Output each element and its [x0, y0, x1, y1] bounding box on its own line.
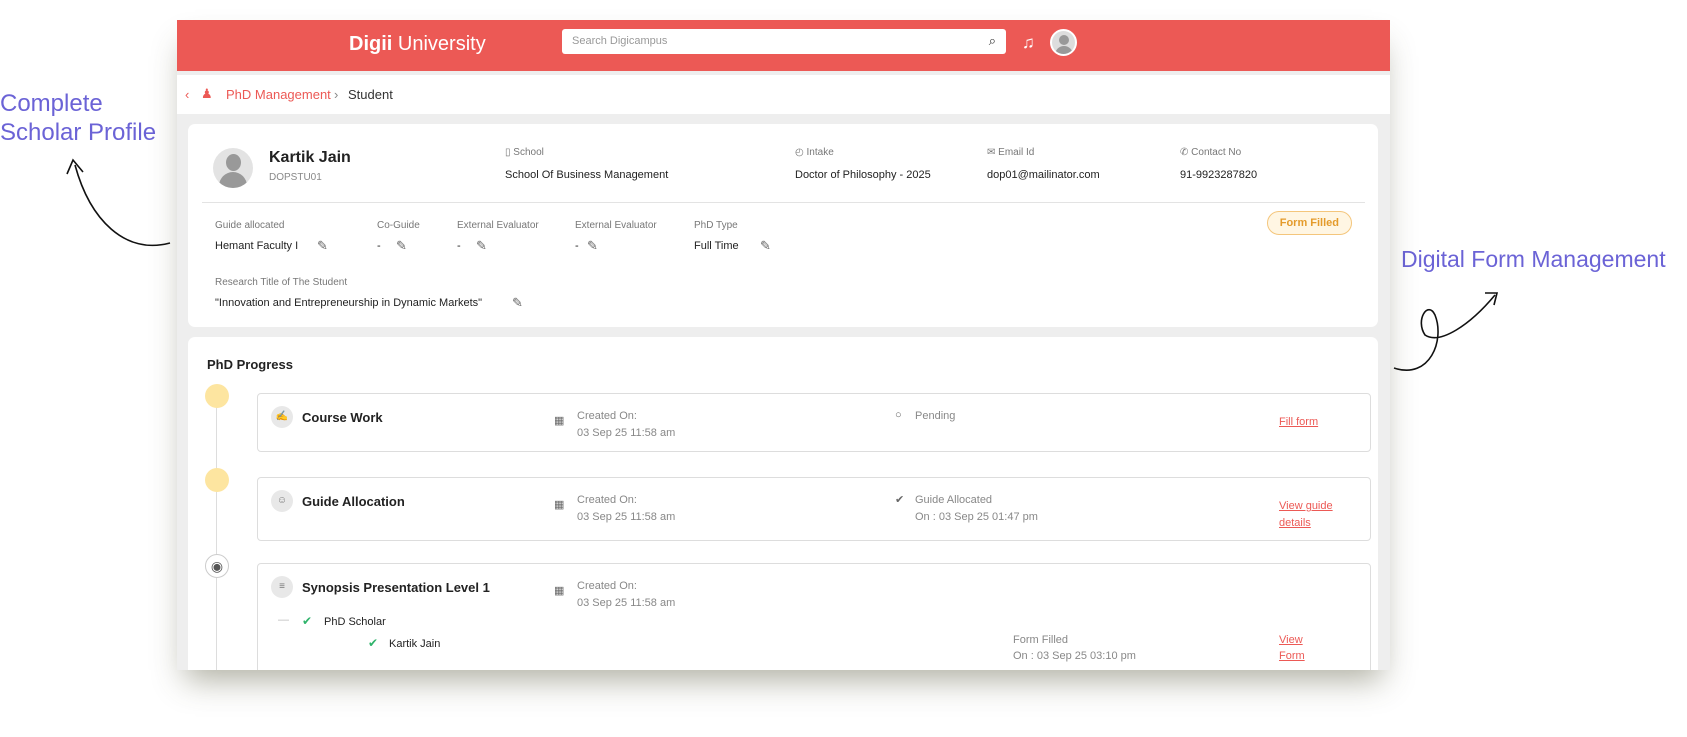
- external-evaluator-1-value: -: [457, 240, 461, 252]
- status-badge: Form Filled: [1266, 211, 1352, 235]
- divider: [202, 202, 1365, 203]
- pending-icon: ○: [895, 409, 902, 421]
- breadcrumb-phd-management[interactable]: PhD Management: [226, 87, 331, 102]
- profile-card: Kartik Jain DOPSTU01 ▯ School School Of …: [188, 124, 1378, 327]
- search-icon[interactable]: ⌕: [988, 33, 996, 48]
- edit-guide-icon[interactable]: ✎: [317, 238, 328, 253]
- guide-label: Guide allocated: [215, 220, 285, 231]
- app-window: Digii University Search Digicampus ⌕ ♫ ‹ …: [177, 20, 1390, 670]
- timeline-dot-course-work: [205, 384, 229, 408]
- step-title: Course Work: [302, 410, 383, 425]
- external-evaluator-2-label: External Evaluator: [575, 220, 657, 231]
- check-circle-icon: ✔: [895, 494, 905, 506]
- sub-person-name: Kartik Jain: [389, 638, 441, 650]
- email-label: ✉ Email Id: [987, 147, 1035, 158]
- school-label: ▯ School: [505, 147, 544, 158]
- step-status: Guide Allocated On : 03 Sep 25 01:47 pm: [915, 494, 1038, 523]
- phd-type-value: Full Time: [694, 240, 739, 252]
- check-circle-icon: ✔: [368, 636, 379, 650]
- arrow-right-annotation: [1393, 292, 1499, 371]
- timeline-dot-guide-allocation: [205, 468, 229, 492]
- breadcrumb: ‹ ♟ PhD Management › Student: [177, 75, 1390, 114]
- phd-management-icon: ♟: [201, 86, 213, 101]
- timeline-line: [216, 397, 217, 670]
- user-avatar[interactable]: [1050, 29, 1077, 56]
- step-title: Synopsis Presentation Level 1: [302, 580, 490, 595]
- phd-type-label: PhD Type: [694, 220, 738, 231]
- calendar-icon: ▦: [554, 585, 565, 597]
- co-guide-label: Co-Guide: [377, 220, 420, 231]
- fill-form-link[interactable]: Fill form: [1279, 416, 1319, 428]
- student-avatar: [213, 148, 253, 188]
- sub-status: Form Filled On : 03 Sep 25 03:10 pm: [1013, 634, 1136, 662]
- student-id: DOPSTU01: [269, 172, 322, 183]
- step-synopsis-presentation: ≡ Synopsis Presentation Level 1 ▦ Create…: [257, 563, 1371, 670]
- step-guide-allocation: ☺ Guide Allocation ▦ Created On: 03 Sep 2…: [257, 477, 1371, 541]
- external-evaluator-2-value: -: [575, 240, 579, 252]
- intake-value: Doctor of Philosophy - 2025: [795, 169, 931, 181]
- created-on: Created On: 03 Sep 25 11:58 am: [577, 580, 676, 609]
- arrow-left-annotation: [66, 158, 171, 247]
- sub-group-label: PhD Scholar: [324, 616, 386, 628]
- research-title-value: "Innovation and Entrepreneurship in Dyna…: [215, 297, 483, 309]
- step-title: Guide Allocation: [302, 494, 405, 509]
- email-value: dop01@mailinator.com: [987, 169, 1100, 181]
- student-name: Kartik Jain: [269, 149, 351, 166]
- school-value: School Of Business Management: [505, 169, 669, 181]
- document-icon: ≡: [271, 576, 293, 598]
- guide-value: Hemant Faculty I: [215, 240, 299, 252]
- logo[interactable]: Digii University: [349, 33, 486, 55]
- contact-value: 91-9923287820: [1180, 169, 1258, 181]
- phd-progress-card: PhD Progress ◉ ✍ Course Work ▦ Created O…: [188, 337, 1378, 670]
- co-guide-value: -: [377, 240, 381, 252]
- edit-external-evaluator-2-icon[interactable]: ✎: [587, 238, 598, 253]
- edit-phd-type-icon[interactable]: ✎: [760, 238, 771, 253]
- created-on: Created On: 03 Sep 25 11:58 am: [577, 410, 676, 439]
- edit-research-title-icon[interactable]: ✎: [512, 295, 523, 310]
- view-form-link[interactable]: View Form: [1279, 634, 1305, 662]
- bell-icon[interactable]: ♫: [1022, 33, 1035, 52]
- edit-co-guide-icon[interactable]: ✎: [396, 238, 407, 253]
- annotation-digital-form-management: Digital Form Management: [1401, 246, 1666, 272]
- back-icon[interactable]: ‹: [185, 87, 190, 102]
- view-guide-details-link[interactable]: View guide details: [1279, 500, 1333, 529]
- step-status: Pending: [915, 410, 956, 422]
- contact-label: ✆ Contact No: [1180, 147, 1242, 158]
- timeline-dot-synopsis: ◉: [205, 554, 229, 578]
- created-on: Created On: 03 Sep 25 11:58 am: [577, 494, 676, 523]
- research-title-label: Research Title of The Student: [215, 277, 348, 288]
- breadcrumb-separator: ›: [334, 87, 339, 102]
- top-header: Digii University Search Digicampus ⌕ ♫: [177, 20, 1390, 71]
- tree-connector: —: [278, 614, 289, 626]
- breadcrumb-student: Student: [348, 87, 393, 102]
- calendar-icon: ▦: [554, 415, 565, 427]
- external-evaluator-1-label: External Evaluator: [457, 220, 539, 231]
- search-input[interactable]: Search Digicampus ⌕: [562, 29, 1006, 54]
- progress-title: PhD Progress: [207, 357, 293, 372]
- edit-external-evaluator-1-icon[interactable]: ✎: [476, 238, 487, 253]
- intake-label: ◴ Intake: [795, 147, 834, 158]
- step-course-work: ✍ Course Work ▦ Created On: 03 Sep 25 11:…: [257, 393, 1371, 452]
- annotation-complete-scholar-profile: Complete Scholar Profile: [0, 90, 157, 146]
- check-circle-icon: ✔: [302, 614, 313, 628]
- calendar-icon: ▦: [554, 499, 565, 511]
- course-work-icon: ✍: [271, 406, 293, 428]
- guide-allocation-icon: ☺: [271, 490, 293, 512]
